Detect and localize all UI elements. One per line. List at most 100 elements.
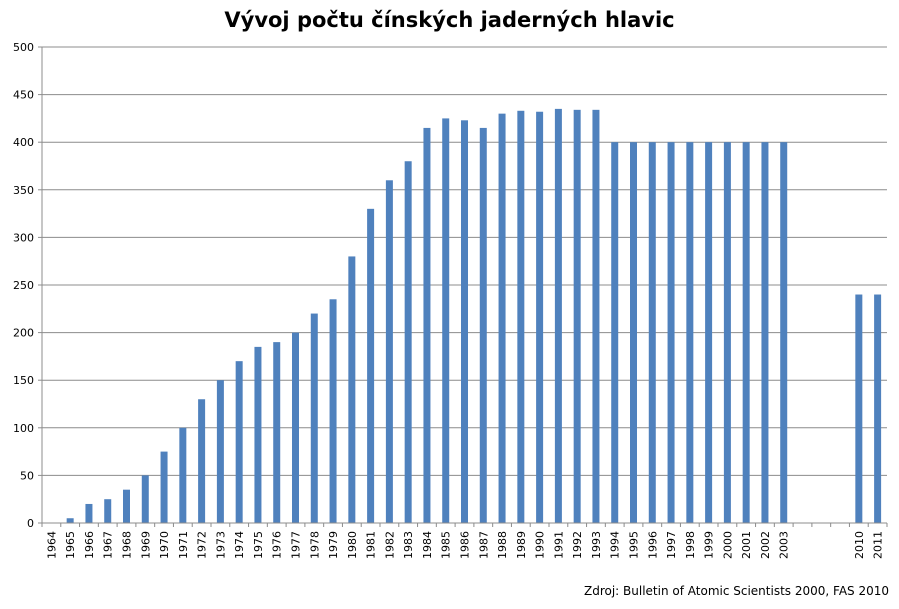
bar-2003 bbox=[780, 142, 788, 523]
x-tick-label: 1973 bbox=[214, 531, 227, 559]
x-tick-label: 1965 bbox=[64, 531, 77, 559]
bar-1978 bbox=[310, 313, 318, 523]
bar-1984 bbox=[423, 127, 431, 524]
x-tick-label: 1984 bbox=[421, 531, 434, 559]
x-tick-label: 1994 bbox=[609, 531, 622, 559]
bar-1976 bbox=[273, 342, 281, 523]
y-axis-ticks: 0 50 100 150 200 250 300 350 400 450 500 bbox=[13, 41, 42, 530]
bar-1965 bbox=[66, 518, 74, 523]
x-tick-label: 2010 bbox=[853, 531, 866, 559]
x-tick-label: 1985 bbox=[440, 531, 453, 559]
bar-1982 bbox=[385, 180, 393, 523]
y-tick-label: 100 bbox=[13, 422, 34, 435]
x-tick-label: 1983 bbox=[402, 531, 415, 559]
x-tick-label: 1970 bbox=[158, 531, 171, 559]
bar-2002 bbox=[761, 142, 769, 523]
x-tick-label: 2002 bbox=[759, 531, 772, 559]
x-tick-label: 1980 bbox=[346, 531, 359, 559]
bar-2000 bbox=[723, 142, 731, 523]
bar-1979 bbox=[329, 299, 337, 523]
y-tick-label: 500 bbox=[13, 41, 34, 54]
x-tick-label: 1986 bbox=[459, 531, 472, 559]
y-tick-label: 200 bbox=[13, 327, 34, 340]
x-tick-label: 1997 bbox=[665, 531, 678, 559]
y-tick-label: 250 bbox=[13, 279, 34, 292]
bar-1975 bbox=[254, 346, 262, 523]
source-note: Zdroj: Bulletin of Atomic Scientists 200… bbox=[584, 584, 889, 598]
x-tick-label: 1966 bbox=[83, 531, 96, 559]
bar-1986 bbox=[461, 120, 468, 523]
bar-1989 bbox=[517, 110, 525, 523]
x-tick-label: 1969 bbox=[139, 531, 152, 559]
bar-1985 bbox=[442, 118, 450, 524]
x-tick-label: 1968 bbox=[121, 531, 134, 559]
x-tick-label: 1976 bbox=[271, 531, 284, 559]
x-tick-label: 1981 bbox=[365, 531, 378, 559]
x-tick-label: 1972 bbox=[196, 531, 209, 559]
x-tick-label: 1991 bbox=[552, 531, 565, 559]
bar-1973 bbox=[216, 380, 224, 523]
bar-1997 bbox=[667, 142, 675, 523]
x-tick-label: 1987 bbox=[477, 531, 490, 559]
bar-1981 bbox=[367, 208, 375, 523]
y-tick-label: 50 bbox=[20, 469, 34, 482]
bar-1966 bbox=[85, 503, 93, 523]
x-tick-label: 1975 bbox=[252, 531, 265, 559]
bar-1967 bbox=[104, 499, 112, 523]
x-axis-ticks: 1964 1965 1966 1967 1968 1969 1970 1971 1972 1973… bbox=[41, 523, 888, 559]
bar-1968 bbox=[123, 489, 130, 523]
bar-1999 bbox=[705, 142, 713, 523]
x-tick-label: 1992 bbox=[571, 531, 584, 559]
chart-title: Vývoj počtu čínských jaderných hlavic bbox=[224, 8, 675, 32]
bar-1974 bbox=[235, 361, 243, 523]
bars bbox=[66, 108, 882, 524]
x-tick-label: 2011 bbox=[872, 531, 885, 559]
bar-1969 bbox=[141, 475, 149, 523]
x-tick-label: 1998 bbox=[684, 531, 697, 559]
bar-1987 bbox=[479, 127, 487, 524]
x-tick-label: 1995 bbox=[628, 531, 641, 559]
bar-1977 bbox=[292, 332, 299, 523]
x-tick-label: 1988 bbox=[496, 531, 509, 559]
bar-2010 bbox=[855, 294, 863, 523]
y-tick-label: 300 bbox=[13, 231, 34, 244]
bar-1983 bbox=[404, 161, 412, 524]
bar-2001 bbox=[742, 142, 750, 523]
x-tick-label: 1974 bbox=[233, 531, 246, 559]
y-tick-label: 150 bbox=[13, 374, 34, 387]
x-tick-label: 1982 bbox=[383, 531, 396, 559]
axes bbox=[41, 47, 887, 524]
x-tick-label: 2003 bbox=[778, 531, 791, 559]
x-tick-label: 1993 bbox=[590, 531, 603, 559]
bar-1994 bbox=[611, 142, 619, 523]
y-tick-label: 350 bbox=[13, 184, 34, 197]
bar-1995 bbox=[630, 142, 637, 523]
x-tick-label: 1978 bbox=[308, 531, 321, 559]
x-tick-label: 2001 bbox=[740, 531, 753, 559]
bar-1972 bbox=[198, 399, 206, 523]
y-tick-label: 0 bbox=[27, 517, 34, 530]
bar-1970 bbox=[160, 451, 168, 523]
y-tick-label: 450 bbox=[13, 89, 34, 102]
x-tick-label: 1977 bbox=[290, 531, 303, 559]
bar-1980 bbox=[348, 256, 356, 523]
x-tick-label: 1971 bbox=[177, 531, 190, 559]
bar-1996 bbox=[648, 142, 656, 523]
x-tick-label: 1996 bbox=[646, 531, 659, 559]
bar-1990 bbox=[536, 111, 544, 524]
x-tick-label: 1964 bbox=[45, 531, 58, 559]
y-tick-label: 400 bbox=[13, 136, 34, 149]
bar-1992 bbox=[573, 109, 581, 523]
x-tick-label: 1990 bbox=[534, 531, 547, 559]
bar-1988 bbox=[498, 113, 506, 523]
bar-1971 bbox=[179, 427, 187, 523]
bar-1998 bbox=[686, 142, 694, 523]
x-tick-label: 1989 bbox=[515, 531, 528, 559]
bar-1991 bbox=[554, 108, 562, 523]
bar-2011 bbox=[874, 294, 882, 523]
x-tick-label: 1967 bbox=[102, 531, 115, 559]
bar-1993 bbox=[592, 109, 600, 523]
x-tick-label: 1999 bbox=[703, 531, 716, 559]
x-tick-label: 2000 bbox=[721, 531, 734, 559]
